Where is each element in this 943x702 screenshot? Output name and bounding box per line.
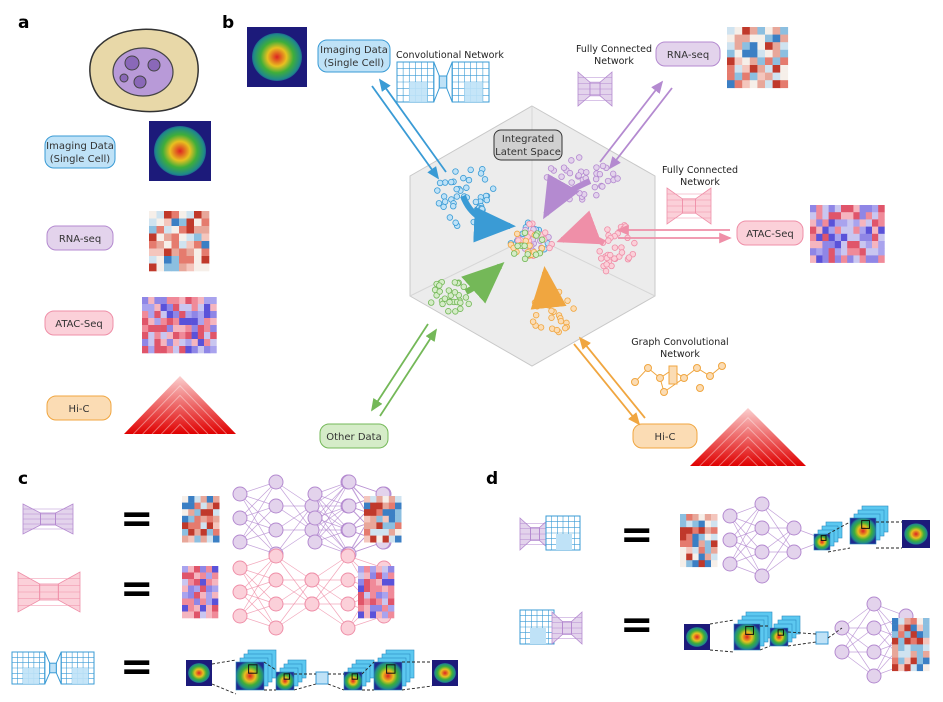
graph-net-label: Graph Convolutional Network (631, 337, 728, 360)
svg-text:Network: Network (680, 177, 720, 188)
svg-text:ATAC-Seq: ATAC-Seq (746, 229, 794, 240)
image-to-rna-icon (519, 609, 583, 645)
equals-sign-c1: = (120, 496, 154, 542)
fc-network-icon-atac (666, 187, 712, 225)
atac-autoencoder-expanded (182, 548, 395, 636)
svg-text:RNA-seq: RNA-seq (59, 234, 101, 245)
modality-pill-atac: ATAC-Seq (44, 310, 114, 336)
svg-text:ATAC-Seq: ATAC-Seq (55, 319, 103, 330)
svg-text:Fully Connected: Fully Connected (576, 44, 652, 55)
modality-pill-hic: Hi-C (46, 395, 112, 421)
modality-pill-other: Other Data (319, 423, 389, 449)
fc-net-label-atac: Fully Connected Network (662, 165, 738, 188)
fc-network-icon-rna-c (22, 503, 74, 535)
svg-text:Graph Convolutional: Graph Convolutional (631, 337, 728, 348)
svg-text:Fully Connected: Fully Connected (662, 165, 738, 176)
hic-triangle-b (690, 408, 806, 467)
panel-label-c: c (18, 469, 28, 489)
conv-network-icon-b (396, 61, 490, 103)
fc-net-label-rna: Fully Connected Network (576, 44, 652, 67)
atac-flow-arrow (556, 210, 606, 246)
equals-sign-c3: = (120, 644, 154, 690)
svg-text:(Single Cell): (Single Cell) (324, 58, 385, 69)
svg-text:RNA-seq: RNA-seq (667, 50, 709, 61)
hic-triangle-a (124, 376, 236, 435)
rna-heatmap-b (727, 27, 789, 89)
modality-pill-atac-b: ATAC-Seq (736, 220, 804, 246)
conv-autoencoder-expanded (186, 649, 458, 695)
modality-pill-hic-b: Hi-C (632, 423, 698, 449)
cell-illustration (89, 28, 199, 113)
rna-flow-arrow (543, 173, 592, 220)
svg-text:Latent Space: Latent Space (495, 147, 561, 158)
rna-autoencoder-expanded (182, 474, 402, 562)
fc-network-icon-atac-c (17, 571, 81, 613)
atac-heatmap-a (142, 297, 217, 354)
rna-to-image-icon (519, 515, 581, 551)
equals-sign-d1: = (620, 512, 654, 558)
modality-pill-imaging-b: Imaging Data (Single Cell) (317, 39, 391, 73)
panel-label-d: d (486, 469, 498, 489)
modality-pill-rna-b: RNA-seq (655, 41, 721, 67)
panel-label-b: b (222, 13, 234, 33)
svg-text:(Single Cell): (Single Cell) (50, 154, 111, 165)
svg-text:Network: Network (594, 56, 634, 67)
graph-network-icon (631, 362, 726, 396)
fc-network-icon-rna (577, 71, 613, 107)
svg-text:Integrated: Integrated (502, 134, 554, 145)
modality-pill-imaging: Imaging Data (Single Cell) (44, 135, 116, 169)
hic-flow-arrow (530, 266, 567, 310)
atac-heatmap-b (810, 205, 885, 263)
conv-network-icon-c (11, 651, 95, 685)
cell-image-b (247, 27, 307, 87)
equals-sign-c2: = (120, 566, 154, 612)
image-to-rna-expanded (684, 596, 930, 684)
rna-to-image-expanded (680, 496, 930, 584)
svg-text:Imaging Data: Imaging Data (320, 45, 388, 56)
other-flow-arrow (461, 261, 505, 304)
svg-text:Hi-C: Hi-C (69, 404, 90, 415)
equals-sign-d2: = (620, 602, 654, 648)
svg-text:Network: Network (660, 349, 700, 360)
svg-text:Imaging Data: Imaging Data (46, 141, 114, 152)
latent-space-label: Integrated Latent Space (493, 129, 563, 161)
svg-text:Other Data: Other Data (326, 432, 381, 443)
panel-label-a: a (18, 13, 29, 33)
modality-pill-rna: RNA-seq (46, 225, 114, 251)
rna-heatmap-a (149, 211, 210, 272)
imaging-flow-arrow (460, 194, 516, 243)
svg-text:Hi-C: Hi-C (655, 432, 676, 443)
cell-image-a (149, 121, 211, 181)
conv-net-label: Convolutional Network (396, 50, 504, 61)
